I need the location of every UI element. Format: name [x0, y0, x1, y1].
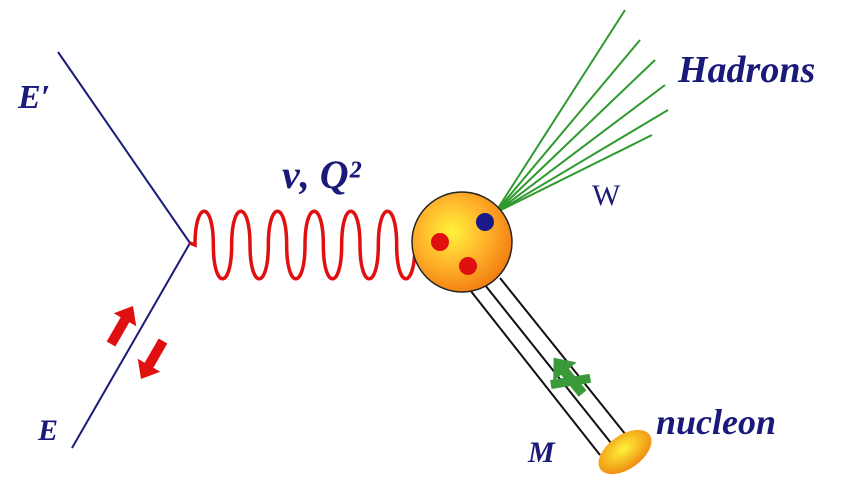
- label: nucleon: [656, 402, 776, 442]
- label: W: [592, 179, 621, 212]
- label: E′: [17, 79, 50, 116]
- quark: [431, 233, 449, 251]
- outgoing-electron: [58, 52, 190, 243]
- label: M: [527, 436, 556, 469]
- nucleon-lines: [470, 278, 630, 455]
- label: E: [37, 414, 58, 447]
- quark: [459, 257, 477, 275]
- spin-arrow: [130, 334, 175, 385]
- photon: [190, 211, 418, 279]
- diagram: E′ E ν, Q² Hadrons W nucleon M: [0, 0, 843, 478]
- hadron-jets: [495, 10, 668, 213]
- label: ν, Q²: [282, 152, 362, 197]
- incoming-electron: [72, 243, 190, 448]
- spin-arrow: [100, 299, 145, 350]
- spin-arrow: [537, 347, 596, 407]
- vertex-blob: [412, 192, 512, 292]
- label: Hadrons: [677, 49, 815, 91]
- quark: [476, 213, 494, 231]
